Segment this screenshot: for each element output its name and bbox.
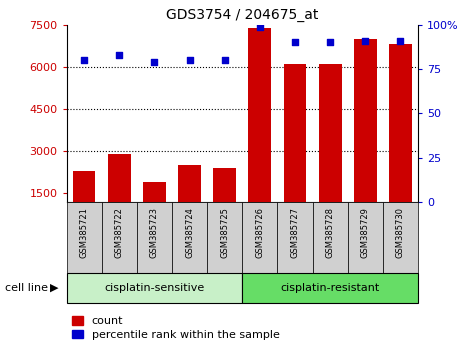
Bar [319, 64, 342, 235]
Point [115, 52, 123, 58]
Bar [207, 202, 242, 273]
Text: GSM385725: GSM385725 [220, 207, 229, 258]
Point [397, 38, 404, 44]
Bar [178, 165, 201, 235]
Text: GSM385723: GSM385723 [150, 207, 159, 258]
Text: cell line: cell line [5, 282, 48, 293]
Bar [284, 64, 306, 235]
Bar [73, 171, 95, 235]
Point [326, 40, 334, 45]
Text: GSM385726: GSM385726 [256, 207, 264, 258]
Point [151, 59, 158, 65]
Bar [242, 273, 418, 303]
Point [256, 24, 264, 29]
Bar [137, 202, 172, 273]
Legend: count, percentile rank within the sample: count, percentile rank within the sample [67, 312, 284, 344]
Text: GSM385722: GSM385722 [115, 207, 124, 258]
Text: GSM385721: GSM385721 [80, 207, 88, 258]
Text: GSM385729: GSM385729 [361, 207, 370, 258]
Bar [66, 273, 242, 303]
Text: GSM385728: GSM385728 [326, 207, 334, 258]
Point [221, 57, 228, 63]
Bar [172, 202, 207, 273]
Bar [277, 202, 313, 273]
Text: GSM385730: GSM385730 [396, 207, 405, 258]
Bar [313, 202, 348, 273]
Bar [108, 154, 131, 235]
Point [186, 57, 193, 63]
Text: cisplatin-resistant: cisplatin-resistant [281, 282, 380, 293]
Text: GSM385724: GSM385724 [185, 207, 194, 258]
Point [291, 40, 299, 45]
Bar [248, 28, 271, 235]
Text: ▶: ▶ [50, 282, 59, 293]
Bar [354, 39, 377, 235]
Bar [66, 202, 102, 273]
Title: GDS3754 / 204675_at: GDS3754 / 204675_at [166, 8, 318, 22]
Bar [213, 168, 236, 235]
Point [80, 57, 88, 63]
Bar [389, 45, 412, 235]
Bar [102, 202, 137, 273]
Bar [383, 202, 418, 273]
Bar [242, 202, 277, 273]
Text: GSM385727: GSM385727 [291, 207, 299, 258]
Point [361, 38, 369, 44]
Text: cisplatin-sensitive: cisplatin-sensitive [104, 282, 205, 293]
Bar [143, 182, 166, 235]
Bar [348, 202, 383, 273]
